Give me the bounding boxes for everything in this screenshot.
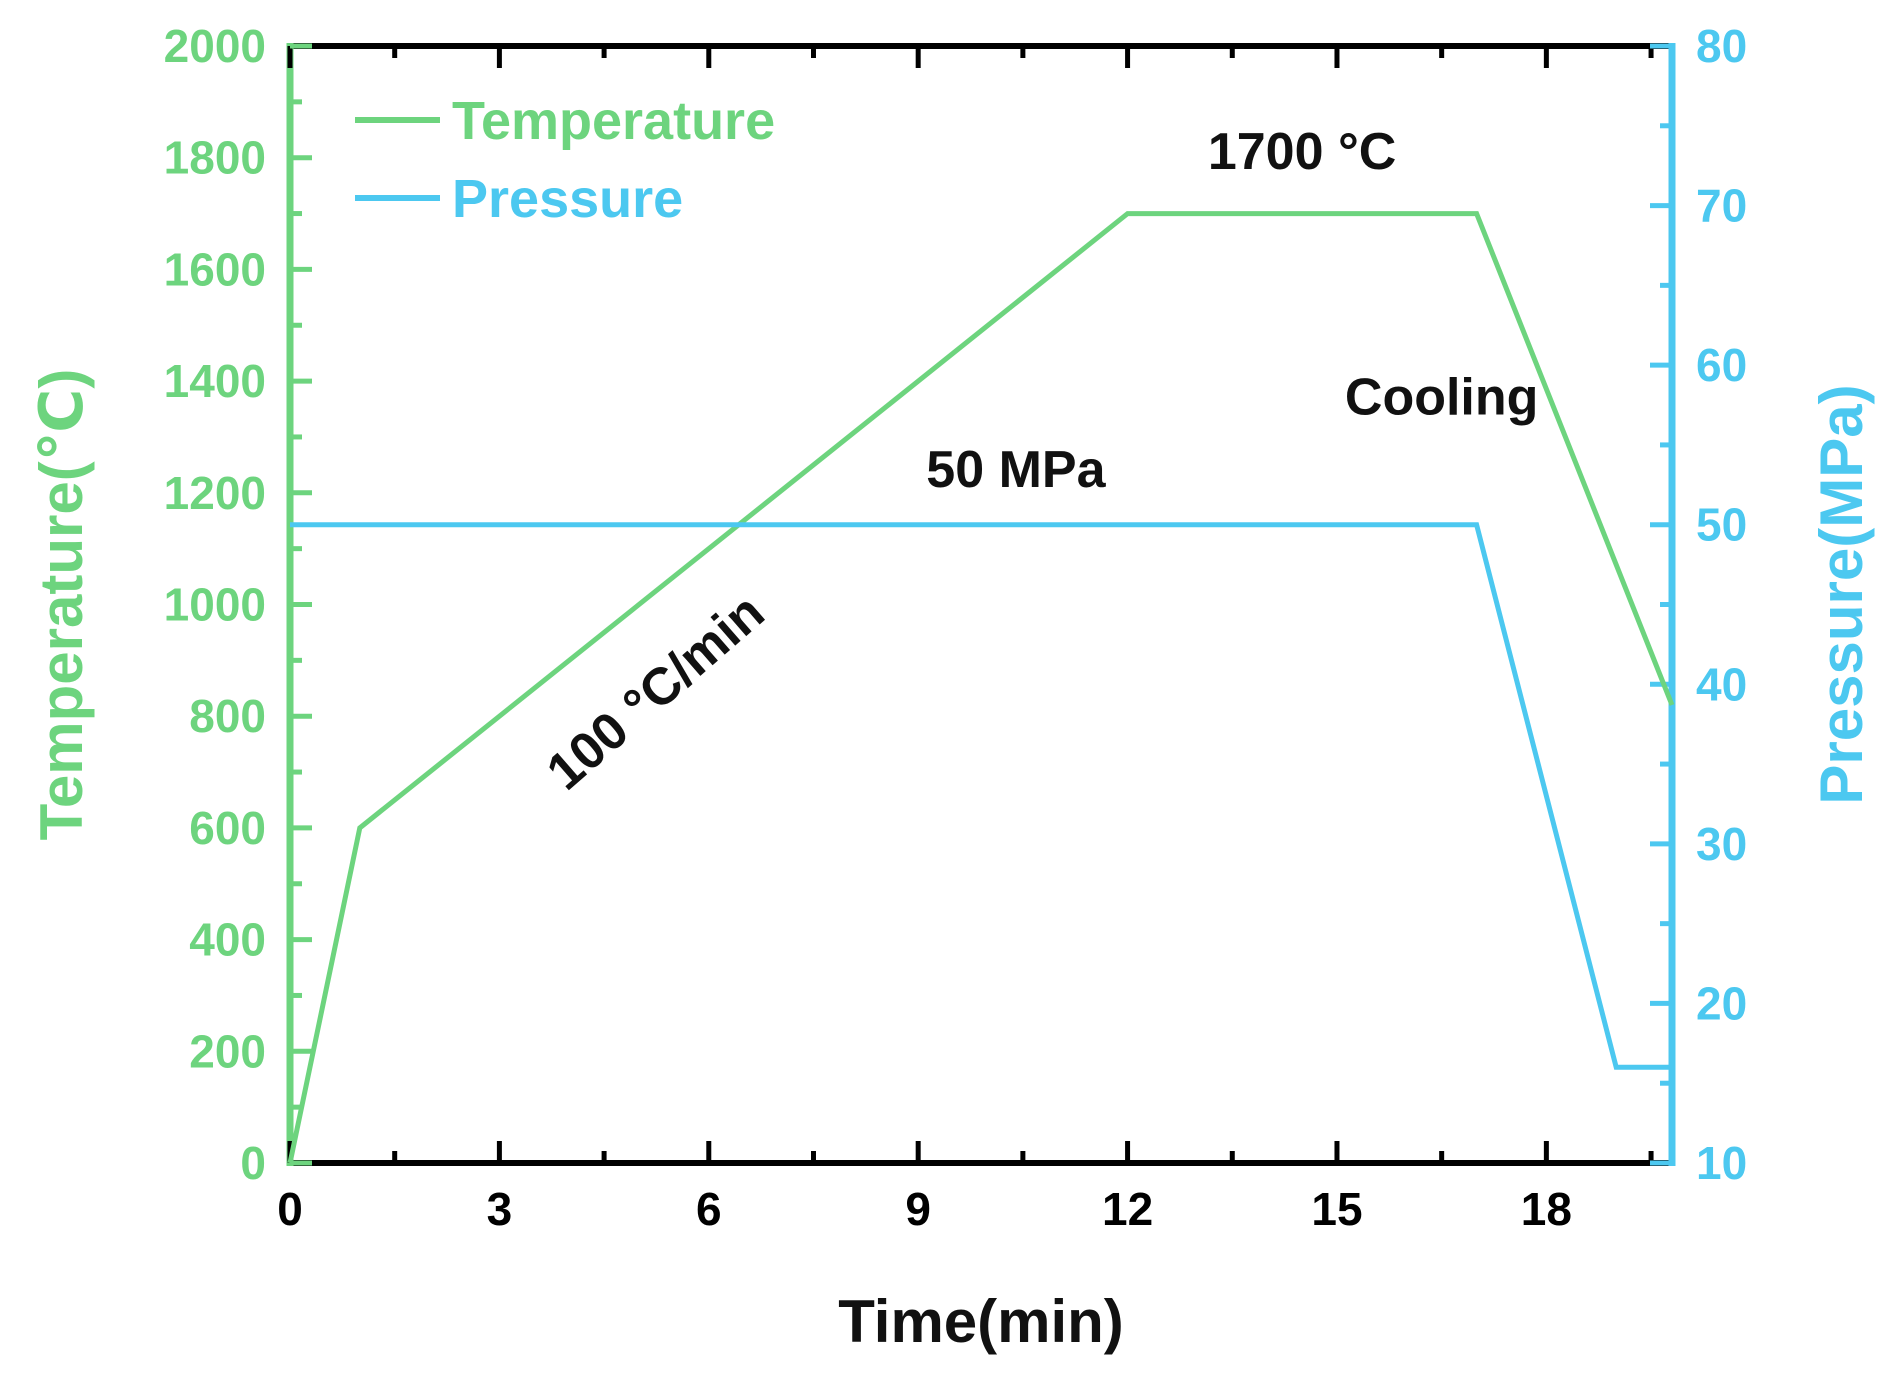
x-axis-title: Time(min): [838, 1288, 1124, 1355]
y-axis-right-title: Pressure(MPa): [1808, 384, 1875, 804]
series-line-pressure: [290, 522, 1672, 1070]
annotation: 50 MPa: [926, 441, 1106, 499]
y-right-tick-label: 80: [1696, 20, 1747, 72]
tick-labels: 0 3 6 9 12 15 18 0 200 400 600 800 1000 1200 1400 1600 1…: [164, 20, 1748, 1235]
y-left-tick-label: 1800: [164, 132, 266, 184]
y-right-tick-label: 10: [1696, 1137, 1747, 1189]
y-left-tick-label: 200: [189, 1025, 266, 1077]
x-tick-label: 6: [696, 1183, 722, 1235]
annotation: 1700 °C: [1208, 123, 1396, 181]
x-tick-label: 18: [1521, 1183, 1572, 1235]
y-left-tick-label: 1200: [164, 467, 266, 519]
y-axis-left-title: Temperature(℃): [28, 369, 95, 841]
legend-label-pressure: Pressure: [452, 169, 683, 229]
x-tick-label: 0: [277, 1183, 303, 1235]
y-left-tick-label: 2000: [164, 20, 266, 72]
y-left-tick-label: 1000: [164, 579, 266, 631]
annotation: Cooling: [1345, 369, 1539, 427]
y-right-tick-label: 50: [1696, 499, 1747, 551]
y-left-tick-label: 400: [189, 914, 266, 966]
x-tick-label: 12: [1102, 1183, 1153, 1235]
y-left-tick-label: 1600: [164, 243, 266, 295]
x-tick-label: 3: [487, 1183, 513, 1235]
series-lines: [287, 211, 1675, 1164]
x-tick-label: 9: [905, 1183, 931, 1235]
y-left-tick-label: 600: [189, 802, 266, 854]
y-right-tick-label: 20: [1696, 977, 1747, 1029]
y-right-tick-label: 60: [1696, 339, 1747, 391]
x-tick-label: 15: [1311, 1183, 1362, 1235]
y-right-tick-label: 30: [1696, 818, 1747, 870]
y-left-tick-label: 0: [240, 1137, 266, 1189]
y-left-tick-label: 1400: [164, 355, 266, 407]
y-right-tick-label: 70: [1696, 180, 1747, 232]
legend-label-temperature: Temperature: [452, 91, 775, 151]
legend: Temperature Pressure: [355, 91, 775, 229]
axis-ticks: [287, 43, 1672, 1166]
y-left-tick-label: 800: [189, 690, 266, 742]
series-line-temperature: [287, 211, 1675, 1164]
y-right-tick-label: 40: [1696, 658, 1747, 710]
